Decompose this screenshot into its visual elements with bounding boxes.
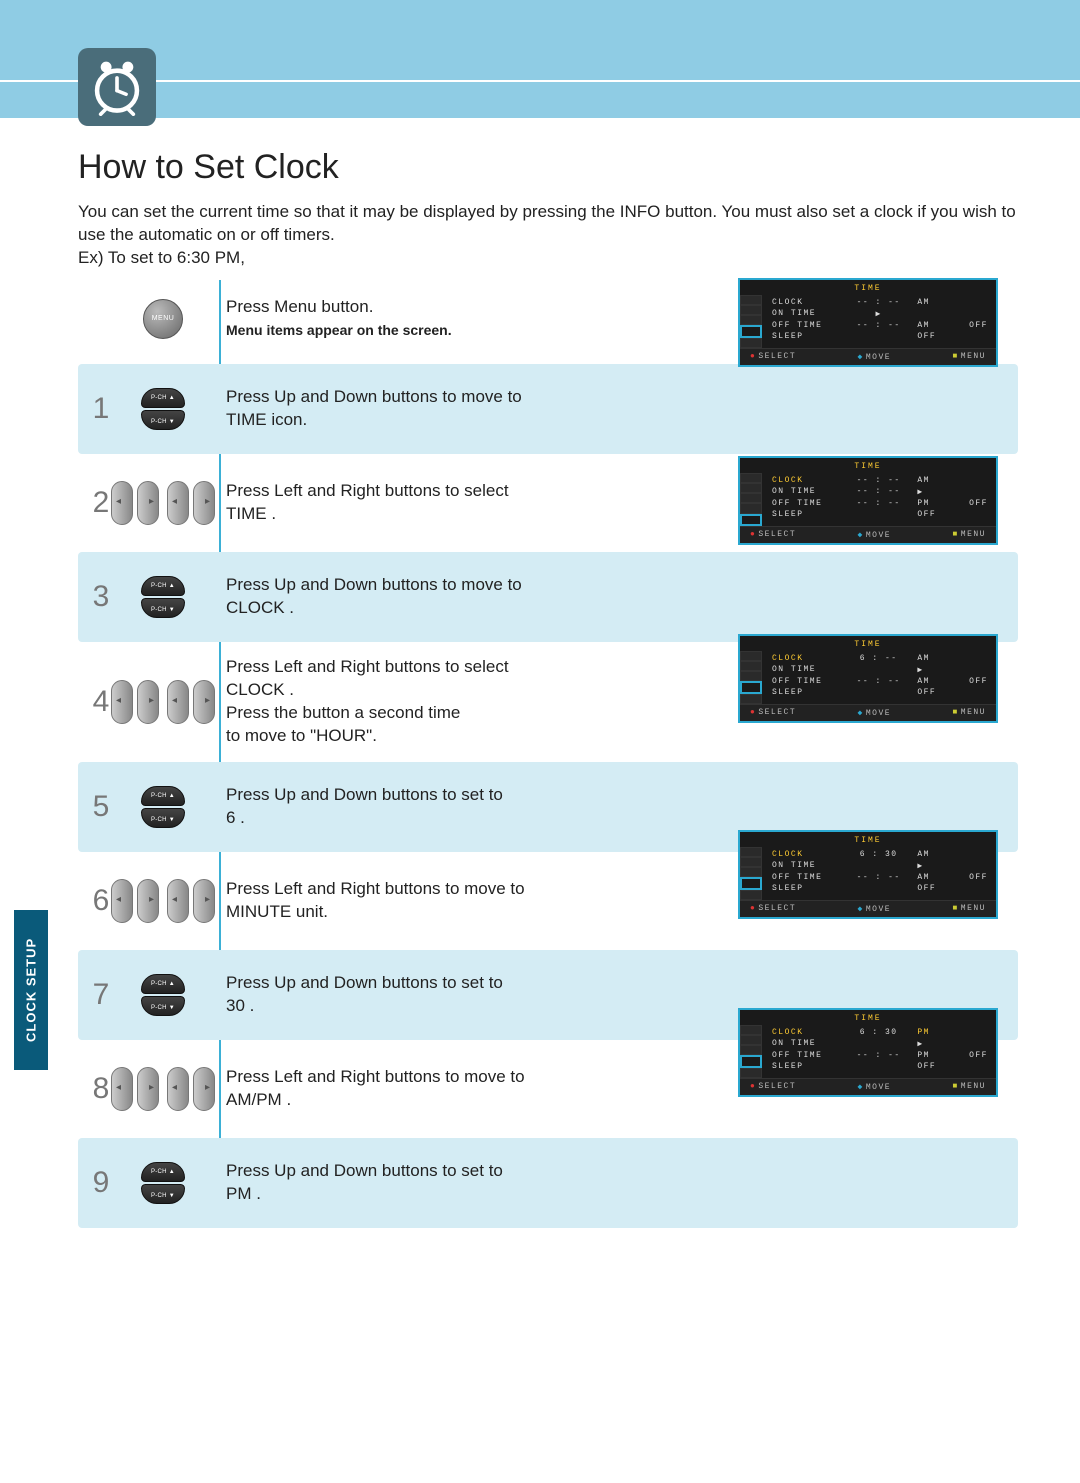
updown-button-icon — [120, 388, 206, 430]
step-text: Press Up and Down buttons to set to PM . — [206, 1160, 1018, 1206]
leftright-button-icon — [120, 481, 206, 525]
step-text: Press Up and Down buttons to move to CLO… — [206, 574, 1018, 620]
updown-button-icon — [120, 786, 206, 828]
intro-line1: You can set the current time so that it … — [78, 202, 1016, 244]
step-row-1: 1 Press Up and Down buttons to move to TI… — [78, 364, 1018, 454]
page-title: How to Set Clock — [78, 148, 1018, 187]
header-rule — [0, 80, 1080, 82]
updown-button-icon — [120, 1162, 206, 1204]
step-row-9: 9 Press Up and Down buttons to set to PM … — [78, 1138, 1018, 1228]
clock-icon — [78, 48, 156, 126]
osd-screenshot-1: TIMECLOCK-- : --AMON TIME▶OFF TIME-- : -… — [738, 278, 998, 367]
leftright-button-icon — [120, 1067, 206, 1111]
intro-text: You can set the current time so that it … — [78, 201, 1018, 270]
osd-screenshot-4: TIMECLOCK6 : 30AMON TIME▶OFF TIME-- : --… — [738, 830, 998, 919]
step-number: 1 — [82, 392, 120, 426]
header-band — [0, 0, 1080, 118]
step-row-3: 3 Press Up and Down buttons to move to CL… — [78, 552, 1018, 642]
step-number: 3 — [82, 580, 120, 614]
osd-screenshot-5: TIMECLOCK6 : 30PMON TIME▶OFF TIME-- : --… — [738, 1008, 998, 1097]
page-content: How to Set Clock You can set the current… — [78, 148, 1018, 1232]
step-number: 7 — [82, 978, 120, 1012]
step-number: 5 — [82, 790, 120, 824]
osd-screenshot-3: TIMECLOCK6 : --AMON TIME▶OFF TIME-- : --… — [738, 634, 998, 723]
step-text: Press Up and Down buttons to move to TIM… — [206, 386, 1018, 432]
side-tab-clock-setup: CLOCK SETUP — [14, 910, 48, 1070]
menu-button-icon: MENU — [120, 299, 206, 339]
step-text: Press Up and Down buttons to set to 6 . — [206, 784, 1018, 830]
steps-container: MENUPress Menu button.Menu items appear … — [78, 278, 1018, 1228]
updown-button-icon — [120, 974, 206, 1016]
intro-line2: Ex) To set to 6:30 PM, — [78, 248, 245, 267]
step-number: 9 — [82, 1166, 120, 1200]
leftright-button-icon — [120, 680, 206, 724]
updown-button-icon — [120, 576, 206, 618]
leftright-button-icon — [120, 879, 206, 923]
osd-screenshot-2: TIMECLOCK-- : --AMON TIME-- : --▶OFF TIM… — [738, 456, 998, 545]
